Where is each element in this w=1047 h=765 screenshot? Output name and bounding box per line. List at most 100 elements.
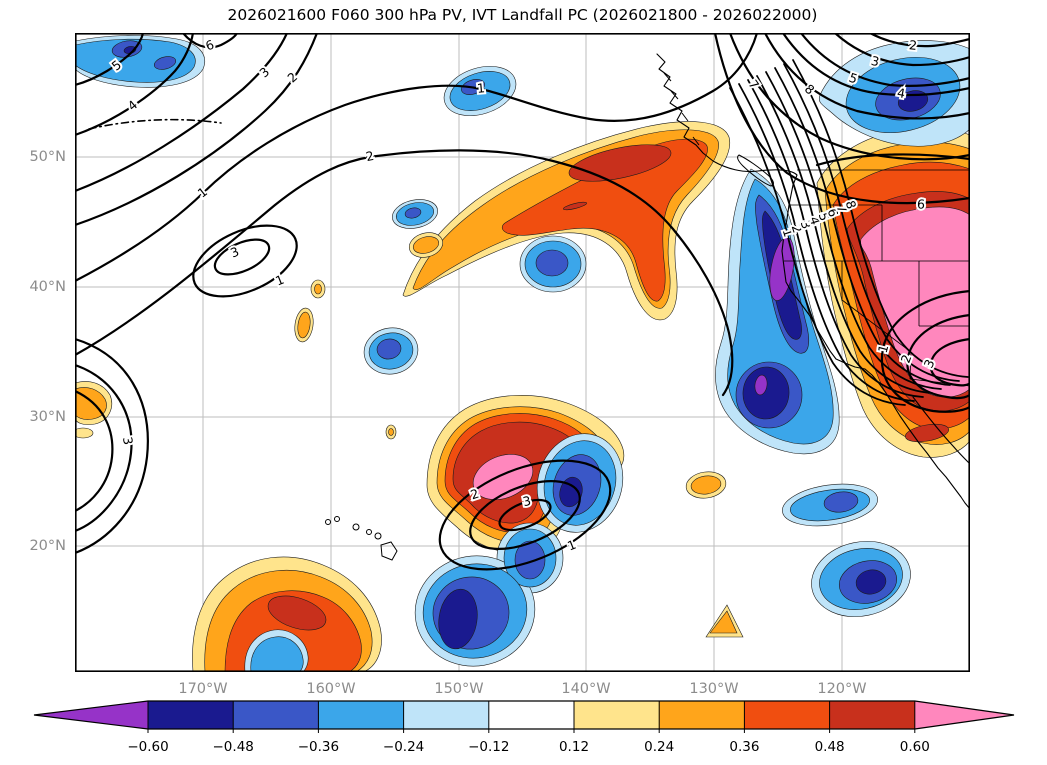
- pv-contour-lines: [75, 33, 970, 571]
- contour-label: 2: [364, 148, 375, 164]
- pv-contour-closed: [192, 224, 298, 298]
- contour-label: 6: [917, 196, 926, 212]
- anomaly-negative: [823, 491, 859, 513]
- pv-contour: [833, 33, 970, 67]
- colorbar-arrow-high: [914, 701, 1014, 729]
- anomaly-positive: [75, 427, 94, 439]
- colorbar-segment: [148, 701, 234, 729]
- pv-contour: [815, 153, 970, 167]
- pv-contour: [713, 33, 970, 205]
- anomaly-positive: [297, 311, 311, 339]
- pv-contour-dashed: [88, 118, 222, 130]
- colorbar-segment: [403, 701, 489, 729]
- contour-label: 3: [256, 64, 272, 80]
- colorbar-segment: [488, 701, 574, 729]
- colorbar-tick-label: −0.60: [127, 739, 168, 755]
- contour-label: 3: [120, 436, 136, 446]
- chart-title: 2026021600 F060 300 hPa PV, IVT Landfall…: [227, 6, 818, 24]
- pv-contour: [75, 33, 759, 283]
- pv-contour: [728, 33, 970, 161]
- anomaly-negative: [514, 540, 546, 580]
- colorbar-segment: [829, 701, 915, 729]
- anomaly-negative: [535, 249, 569, 277]
- island: [334, 516, 340, 522]
- colorbar-segment: [318, 701, 404, 729]
- anomaly-negative: [404, 207, 422, 219]
- island: [352, 523, 360, 531]
- pv-contour: [75, 33, 289, 193]
- coastline-gulf-of-california: [912, 396, 970, 465]
- colorbar: −0.60 −0.48 −0.36 −0.24 −0.12 0.12 0.24 …: [33, 700, 1015, 755]
- lon-tick-160w: 160°W: [306, 681, 356, 697]
- contour-label: 1: [476, 80, 485, 96]
- contour-label: 3: [228, 244, 241, 261]
- pv-contour: [929, 337, 970, 387]
- lat-tick-50n: 50°N: [29, 149, 66, 165]
- anomaly-negative-core: [742, 366, 790, 420]
- island: [325, 519, 331, 525]
- pv-contour: [75, 149, 734, 397]
- anomaly-negative: [153, 56, 177, 70]
- lon-tick-120w: 120°W: [817, 681, 867, 697]
- pv-contour-closed: [498, 498, 552, 532]
- shaded-anomalies-negative: [75, 35, 970, 672]
- contour-label: 6: [203, 37, 216, 54]
- colorbar-tick-label: 0.48: [815, 739, 845, 755]
- contour-label: 2: [908, 37, 917, 53]
- island: [366, 529, 372, 535]
- anomaly-positive-core: [563, 201, 587, 211]
- pv-contour-closed: [469, 480, 581, 550]
- anomaly-negative: [250, 636, 304, 672]
- colorbar-tick-label: −0.48: [213, 739, 254, 755]
- anomaly-negative: [376, 338, 402, 360]
- pv-contour-closed: [213, 238, 271, 276]
- state-borders: [784, 169, 970, 387]
- anomaly-positive: [412, 236, 440, 254]
- hawaiian-islands: [325, 516, 398, 561]
- anomaly-negative-core: [559, 476, 583, 508]
- colorbar-tick-label: −0.12: [468, 739, 509, 755]
- coastal-islands: [663, 72, 700, 146]
- colorbar-segment: [659, 701, 745, 729]
- pv-contour: [75, 33, 319, 227]
- anomaly-positive-core: [568, 144, 672, 182]
- anomaly-positive-core: [267, 595, 327, 631]
- pv-contour-closed: [438, 459, 612, 571]
- pv-contour: [75, 337, 149, 555]
- colorbar-segment: [574, 701, 660, 729]
- pv-contour: [906, 313, 970, 400]
- anomaly-negative-peak: [754, 374, 768, 396]
- lat-tick-30n: 30°N: [29, 409, 66, 425]
- anomaly-positive: [388, 428, 394, 436]
- pv-contour: [868, 33, 970, 48]
- lon-tick-150w: 150°W: [434, 681, 484, 697]
- colorbar-tick-label: 0.60: [900, 739, 930, 755]
- lat-tick-20n: 20°N: [29, 538, 66, 554]
- colorbar-tick-label: 0.36: [729, 739, 759, 755]
- pv-contour: [763, 33, 970, 120]
- anomaly-positive: [690, 475, 722, 495]
- lon-tick-140w: 140°W: [561, 681, 611, 697]
- colorbar-segment: [233, 701, 319, 729]
- colorbar-segment: [744, 701, 830, 729]
- colorbar-tick-label: −0.36: [298, 739, 339, 755]
- anomaly-positive: [314, 283, 322, 295]
- pv-contour: [75, 389, 114, 513]
- pv-contour: [799, 33, 970, 88]
- colorbar-tick-label: 0.12: [559, 739, 589, 755]
- colorbar-arrow-low: [34, 701, 148, 729]
- pv-contour: [75, 363, 133, 533]
- anomaly-negative-core: [438, 588, 478, 650]
- anomaly-negative-core: [855, 569, 887, 595]
- colorbar-tick-label: 0.24: [644, 739, 674, 755]
- pv-contour-bundle: [729, 87, 906, 406]
- pv-contour: [781, 33, 970, 97]
- colorbar-outline: [33, 700, 1015, 730]
- contour-label: 1: [273, 272, 286, 289]
- island-hawaii-big-island: [380, 541, 398, 561]
- map-plot: 6 5 4 3 2 1 1 2 3 1 3 2 3 1 1 2 3 4 5 6 …: [75, 33, 970, 672]
- plot-border: [75, 33, 970, 672]
- pv-contour: [181, 33, 239, 49]
- lon-tick-130w: 130°W: [689, 681, 739, 697]
